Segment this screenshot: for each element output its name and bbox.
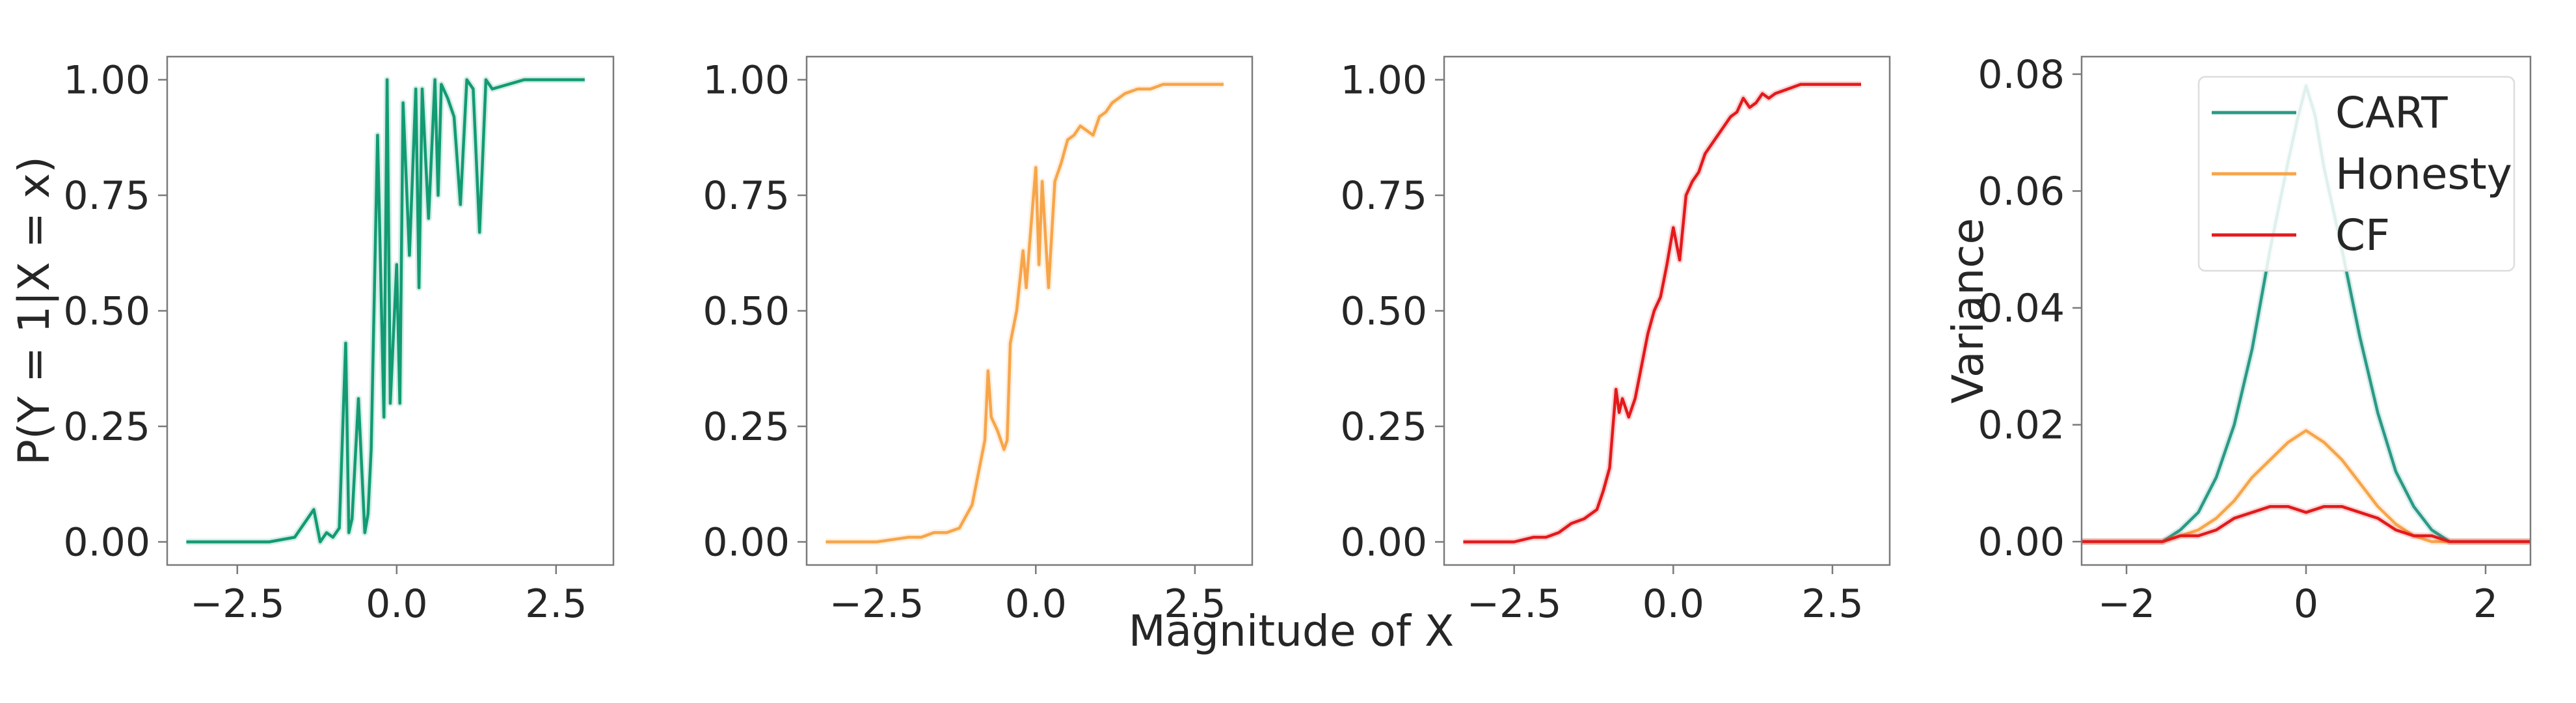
y-tick-label: 1.00 (1340, 58, 1427, 103)
x-tick-label: −2 (2098, 581, 2155, 627)
panel-honesty: −2.5 0.0 2.5 0.00 0.25 0.50 0.75 1.00 (703, 55, 1254, 627)
x-tick-label: −2.5 (829, 581, 924, 627)
y-tick-label: 0.02 (1978, 403, 2065, 448)
y-tick-label: 0.06 (1978, 169, 2065, 214)
series-line-0 (1463, 83, 1861, 544)
shared-x-axis-label: Magnitude of X (1129, 606, 1454, 656)
y-tick-label: 0.75 (1340, 173, 1427, 219)
y-axis-label: P(Y = 1|X = x) (9, 156, 59, 465)
y-tick-label: 0.50 (703, 289, 790, 335)
y-tick-label: 0.00 (63, 520, 150, 566)
x-tick-label: −2.5 (190, 581, 285, 627)
plot-frame (805, 55, 1254, 566)
y-tick-label: 0.50 (63, 289, 150, 335)
x-tick-label: 0.0 (366, 581, 427, 627)
y-tick-label: 0.25 (703, 404, 790, 450)
series-group (186, 76, 585, 545)
x-tick-label: 2.5 (1801, 581, 1863, 627)
y-tick-label: 1.00 (703, 58, 790, 103)
y-tick-label: 0.50 (1340, 289, 1427, 335)
series-group (1463, 81, 1861, 545)
series-band (825, 81, 1224, 545)
y-tick-label: 0.00 (1978, 519, 2065, 565)
series-line-0 (186, 78, 585, 544)
x-tick-label: 2.5 (1164, 581, 1226, 627)
y-tick-label: 0.04 (1978, 286, 2065, 331)
y-tick-label: 0.00 (703, 520, 790, 566)
panel-cart: −2.5 0.0 2.5 0.00 0.25 0.50 0.75 1.00 P(Y = 1|X … (9, 55, 615, 627)
y-tick-label: 0.25 (63, 404, 150, 450)
y-axis-label: Variance (1943, 218, 1993, 404)
panel-variance: −2 0 2 0.00 0.02 0.04 0.06 0.08 Variance (1943, 52, 2532, 627)
x-tick-label: −2.5 (1467, 581, 1562, 627)
legend-box (2197, 76, 2516, 272)
x-tick-label: 0.0 (1005, 581, 1067, 627)
y-tick-label: 0.75 (703, 173, 790, 219)
legend-label-honesty: Honesty (2335, 149, 2512, 199)
series-group (825, 81, 1224, 545)
series-line-honesty (2082, 429, 2530, 544)
legend-label-cart: CART (2335, 88, 2448, 138)
series-band (1463, 81, 1861, 545)
series-line-cf (2082, 504, 2530, 544)
x-tick-label: 0.0 (1643, 581, 1704, 627)
panel-cf: −2.5 0.0 2.5 0.00 0.25 0.50 0.75 1.00 (1340, 55, 1891, 627)
x-tick-label: 0 (2294, 581, 2318, 627)
series-line-0 (825, 83, 1224, 544)
y-tick-label: 1.00 (63, 58, 150, 103)
x-tick-label: 2.5 (525, 581, 587, 627)
legend: CART Honesty CF (2197, 76, 2516, 272)
y-tick-label: 0.08 (1978, 52, 2065, 98)
plot-frame (1443, 55, 1891, 566)
series-band (2082, 427, 2530, 545)
y-tick-label: 0.00 (1340, 520, 1427, 566)
y-tick-label: 0.25 (1340, 404, 1427, 450)
x-tick-label: 2 (2473, 581, 2498, 627)
legend-label-cf: CF (2335, 210, 2390, 260)
y-tick-label: 0.75 (63, 173, 150, 219)
